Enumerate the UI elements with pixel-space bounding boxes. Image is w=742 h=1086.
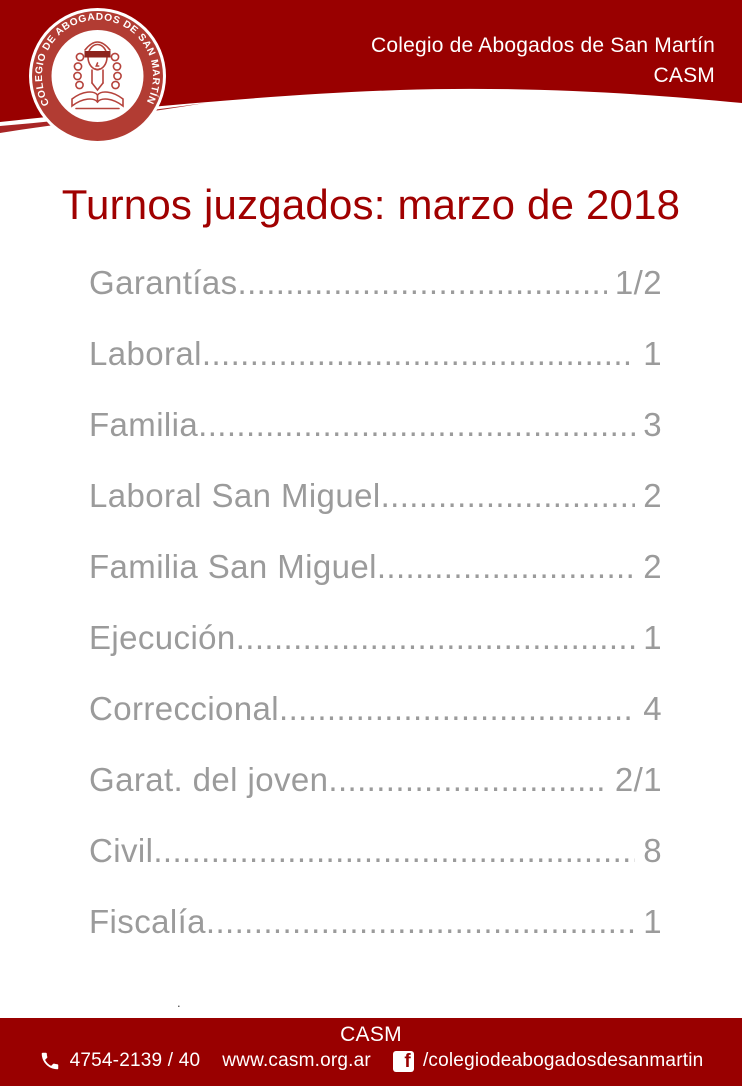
turno-row: Fiscalía ...............................… — [89, 886, 662, 957]
header-org-name: Colegio de Abogados de San Martín — [370, 34, 715, 57]
turno-row: Garantías ..............................… — [89, 247, 662, 318]
turno-value: 1/2 — [614, 264, 662, 301]
turno-value: 2 — [643, 548, 662, 585]
turno-label: Garat. del joven — [89, 761, 329, 798]
turno-row: Garat. del joven .......................… — [89, 744, 662, 815]
footer-phone-group: 4754-2139 / 40 — [39, 1050, 201, 1072]
turno-label: Laboral San Miguel — [89, 477, 381, 514]
footer-band: CASM 4754-2139 / 40 www.casm.org.ar /col… — [0, 1018, 742, 1086]
footer-website: www.casm.org.ar — [222, 1050, 371, 1071]
turno-value: 1 — [643, 335, 662, 372]
turno-value: 2/1 — [614, 761, 662, 798]
turno-value: 4 — [643, 690, 662, 727]
dot-leader: ........................................… — [376, 548, 636, 585]
dot-leader: ........................................… — [328, 761, 607, 798]
footer-phone: 4754-2139 / 40 — [69, 1050, 201, 1071]
turno-value: 3 — [643, 406, 662, 443]
dot-leader: ........................................… — [198, 406, 635, 443]
page-title: Turnos juzgados: marzo de 2018 — [61, 181, 681, 228]
turno-row: Laboral ................................… — [89, 318, 662, 389]
turno-row: Familia San Miguel .....................… — [89, 531, 662, 602]
footer-facebook-group: /colegiodeabogadosdesanmartin — [392, 1050, 704, 1072]
facebook-icon — [392, 1050, 414, 1072]
turno-row: Civil ..................................… — [89, 815, 662, 886]
turno-value: 1 — [643, 903, 662, 940]
turno-row: Laboral San Miguel .....................… — [89, 460, 662, 531]
dot-leader: ........................................… — [237, 264, 607, 301]
turno-label: Civil — [89, 832, 154, 869]
footer-org-abbr: CASM — [340, 1023, 402, 1046]
dot-leader: ........................................… — [205, 903, 636, 940]
lady-justice-icon — [71, 41, 124, 110]
dot-leader: ........................................… — [153, 832, 635, 869]
turno-value: 2 — [643, 477, 662, 514]
turno-row: Ejecución ..............................… — [89, 602, 662, 673]
dot-leader: ........................................… — [279, 690, 635, 727]
turno-label: Ejecución — [89, 619, 236, 656]
footer-facebook-handle: /colegiodeabogadosdesanmartin — [422, 1050, 704, 1071]
turno-label: Laboral — [89, 335, 202, 372]
stray-dot: . — [177, 995, 181, 1010]
turno-label: Correccional — [89, 690, 280, 727]
turno-row: Familia ................................… — [89, 389, 662, 460]
footer-contact-row: 4754-2139 / 40 www.casm.org.ar /colegiod… — [0, 1050, 742, 1072]
dot-leader: ........................................… — [380, 477, 636, 514]
dot-leader: ........................................… — [201, 335, 635, 372]
dot-leader: ........................................… — [235, 619, 636, 656]
turno-value: 8 — [643, 832, 662, 869]
header-text-block: Colegio de Abogados de San Martín CASM — [371, 31, 715, 91]
turno-label: Familia — [89, 406, 199, 443]
turno-label: Familia San Miguel — [89, 548, 377, 585]
turno-value: 1 — [643, 619, 662, 656]
turnos-list: Garantías ..............................… — [89, 247, 662, 957]
casm-logo: COLEGIO DE ABOGADOS DE SAN MARTÍN — [29, 8, 166, 144]
turno-label: Garantías — [89, 264, 238, 301]
turno-row: Correccional ...........................… — [89, 673, 662, 744]
turno-label: Fiscalía — [89, 903, 206, 940]
phone-icon — [39, 1050, 61, 1072]
header-org-abbr: CASM — [653, 64, 715, 87]
